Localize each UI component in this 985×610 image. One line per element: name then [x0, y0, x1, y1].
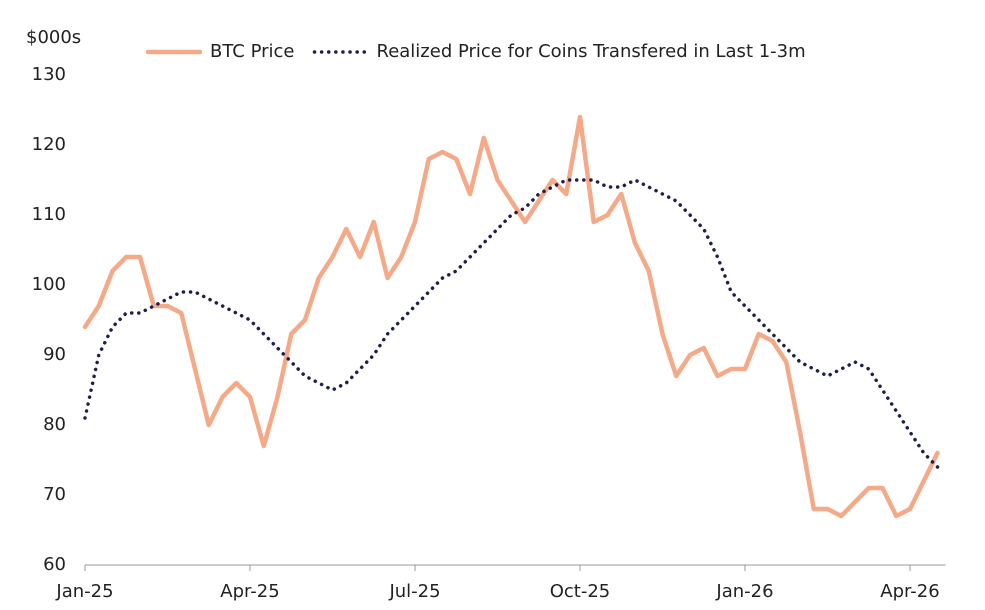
y-tick-label: 100 — [32, 274, 66, 295]
x-tick-label: Oct-25 — [550, 581, 611, 602]
series-line — [82, 114, 940, 519]
y-tick-label: 60 — [43, 554, 66, 575]
legend-label: BTC Price — [210, 41, 295, 62]
x-tick-label: Jul-25 — [388, 581, 440, 602]
y-tick-label: 120 — [32, 134, 66, 155]
x-tick-label: Apr-26 — [880, 581, 939, 602]
y-tick-label: 90 — [43, 344, 66, 365]
x-tick-label: Jan-25 — [55, 581, 113, 602]
series-line — [83, 178, 940, 469]
x-tick-label: Jan-26 — [715, 581, 773, 602]
y-unit-label: $000s — [26, 27, 81, 48]
legend-label: Realized Price for Coins Transfered in L… — [377, 41, 806, 62]
y-tick-label: 70 — [43, 484, 66, 505]
x-tick-label: Apr-25 — [220, 581, 279, 602]
y-tick-label: 130 — [32, 64, 66, 85]
y-tick-label: 80 — [43, 414, 66, 435]
y-tick-label: 110 — [32, 204, 66, 225]
